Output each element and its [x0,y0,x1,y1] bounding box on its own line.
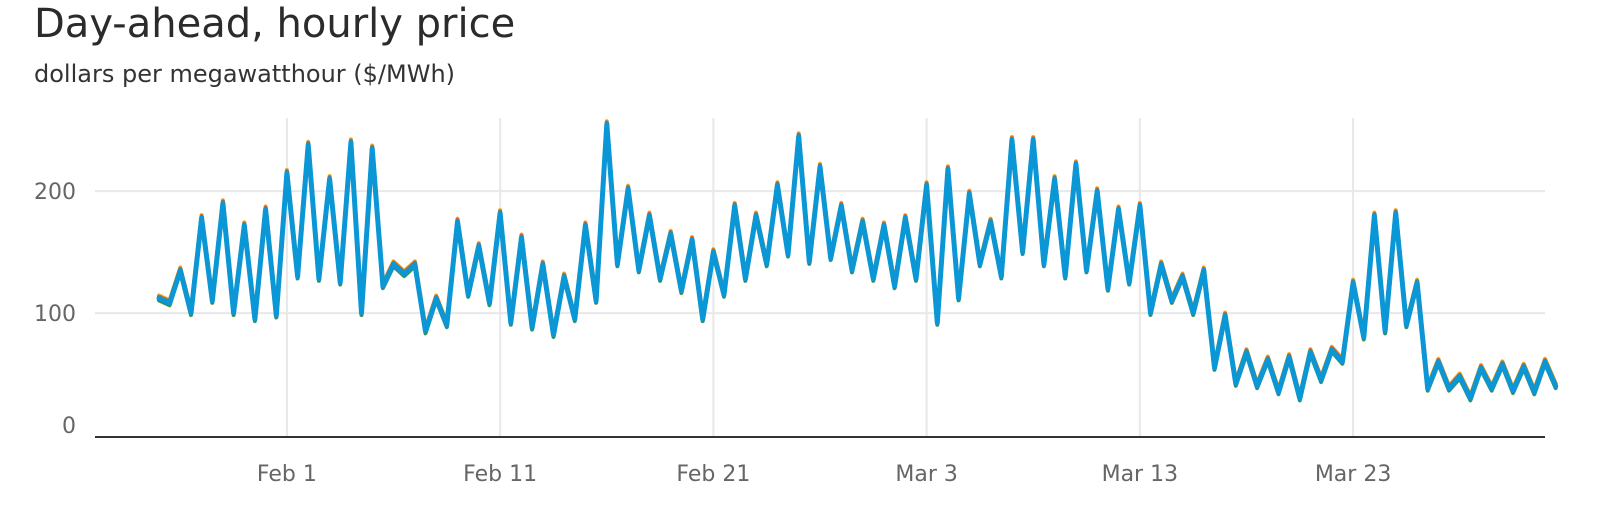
price-series-line [157,121,1558,400]
x-tick-label: Mar 3 [895,462,958,487]
price-series-line [156,121,1559,401]
price-series-line [157,119,1558,398]
x-tick-label: Feb 11 [463,462,537,487]
x-tick-label: Feb 21 [676,462,750,487]
x-tick-label: Feb 1 [257,462,317,487]
x-axis-ticks: Feb 1 Feb 11 Feb 21 Mar 3 Mar 13 Mar 23 [257,462,1391,487]
y-tick-label: 0 [62,414,76,439]
series-lines [156,119,1559,403]
gridlines [95,118,1545,437]
chart-subtitle: dollars per megawatthour ($/MWh) [34,60,456,88]
price-series-line [157,123,1558,402]
y-tick-label: 200 [34,180,76,205]
chart-title: Day-ahead, hourly price [34,1,516,47]
y-axis-ticks: 0 100 200 [34,180,76,439]
x-tick-label: Mar 13 [1102,462,1179,487]
price-series-line [157,120,1558,399]
y-tick-label: 100 [34,302,76,327]
x-tick-label: Mar 23 [1315,462,1392,487]
